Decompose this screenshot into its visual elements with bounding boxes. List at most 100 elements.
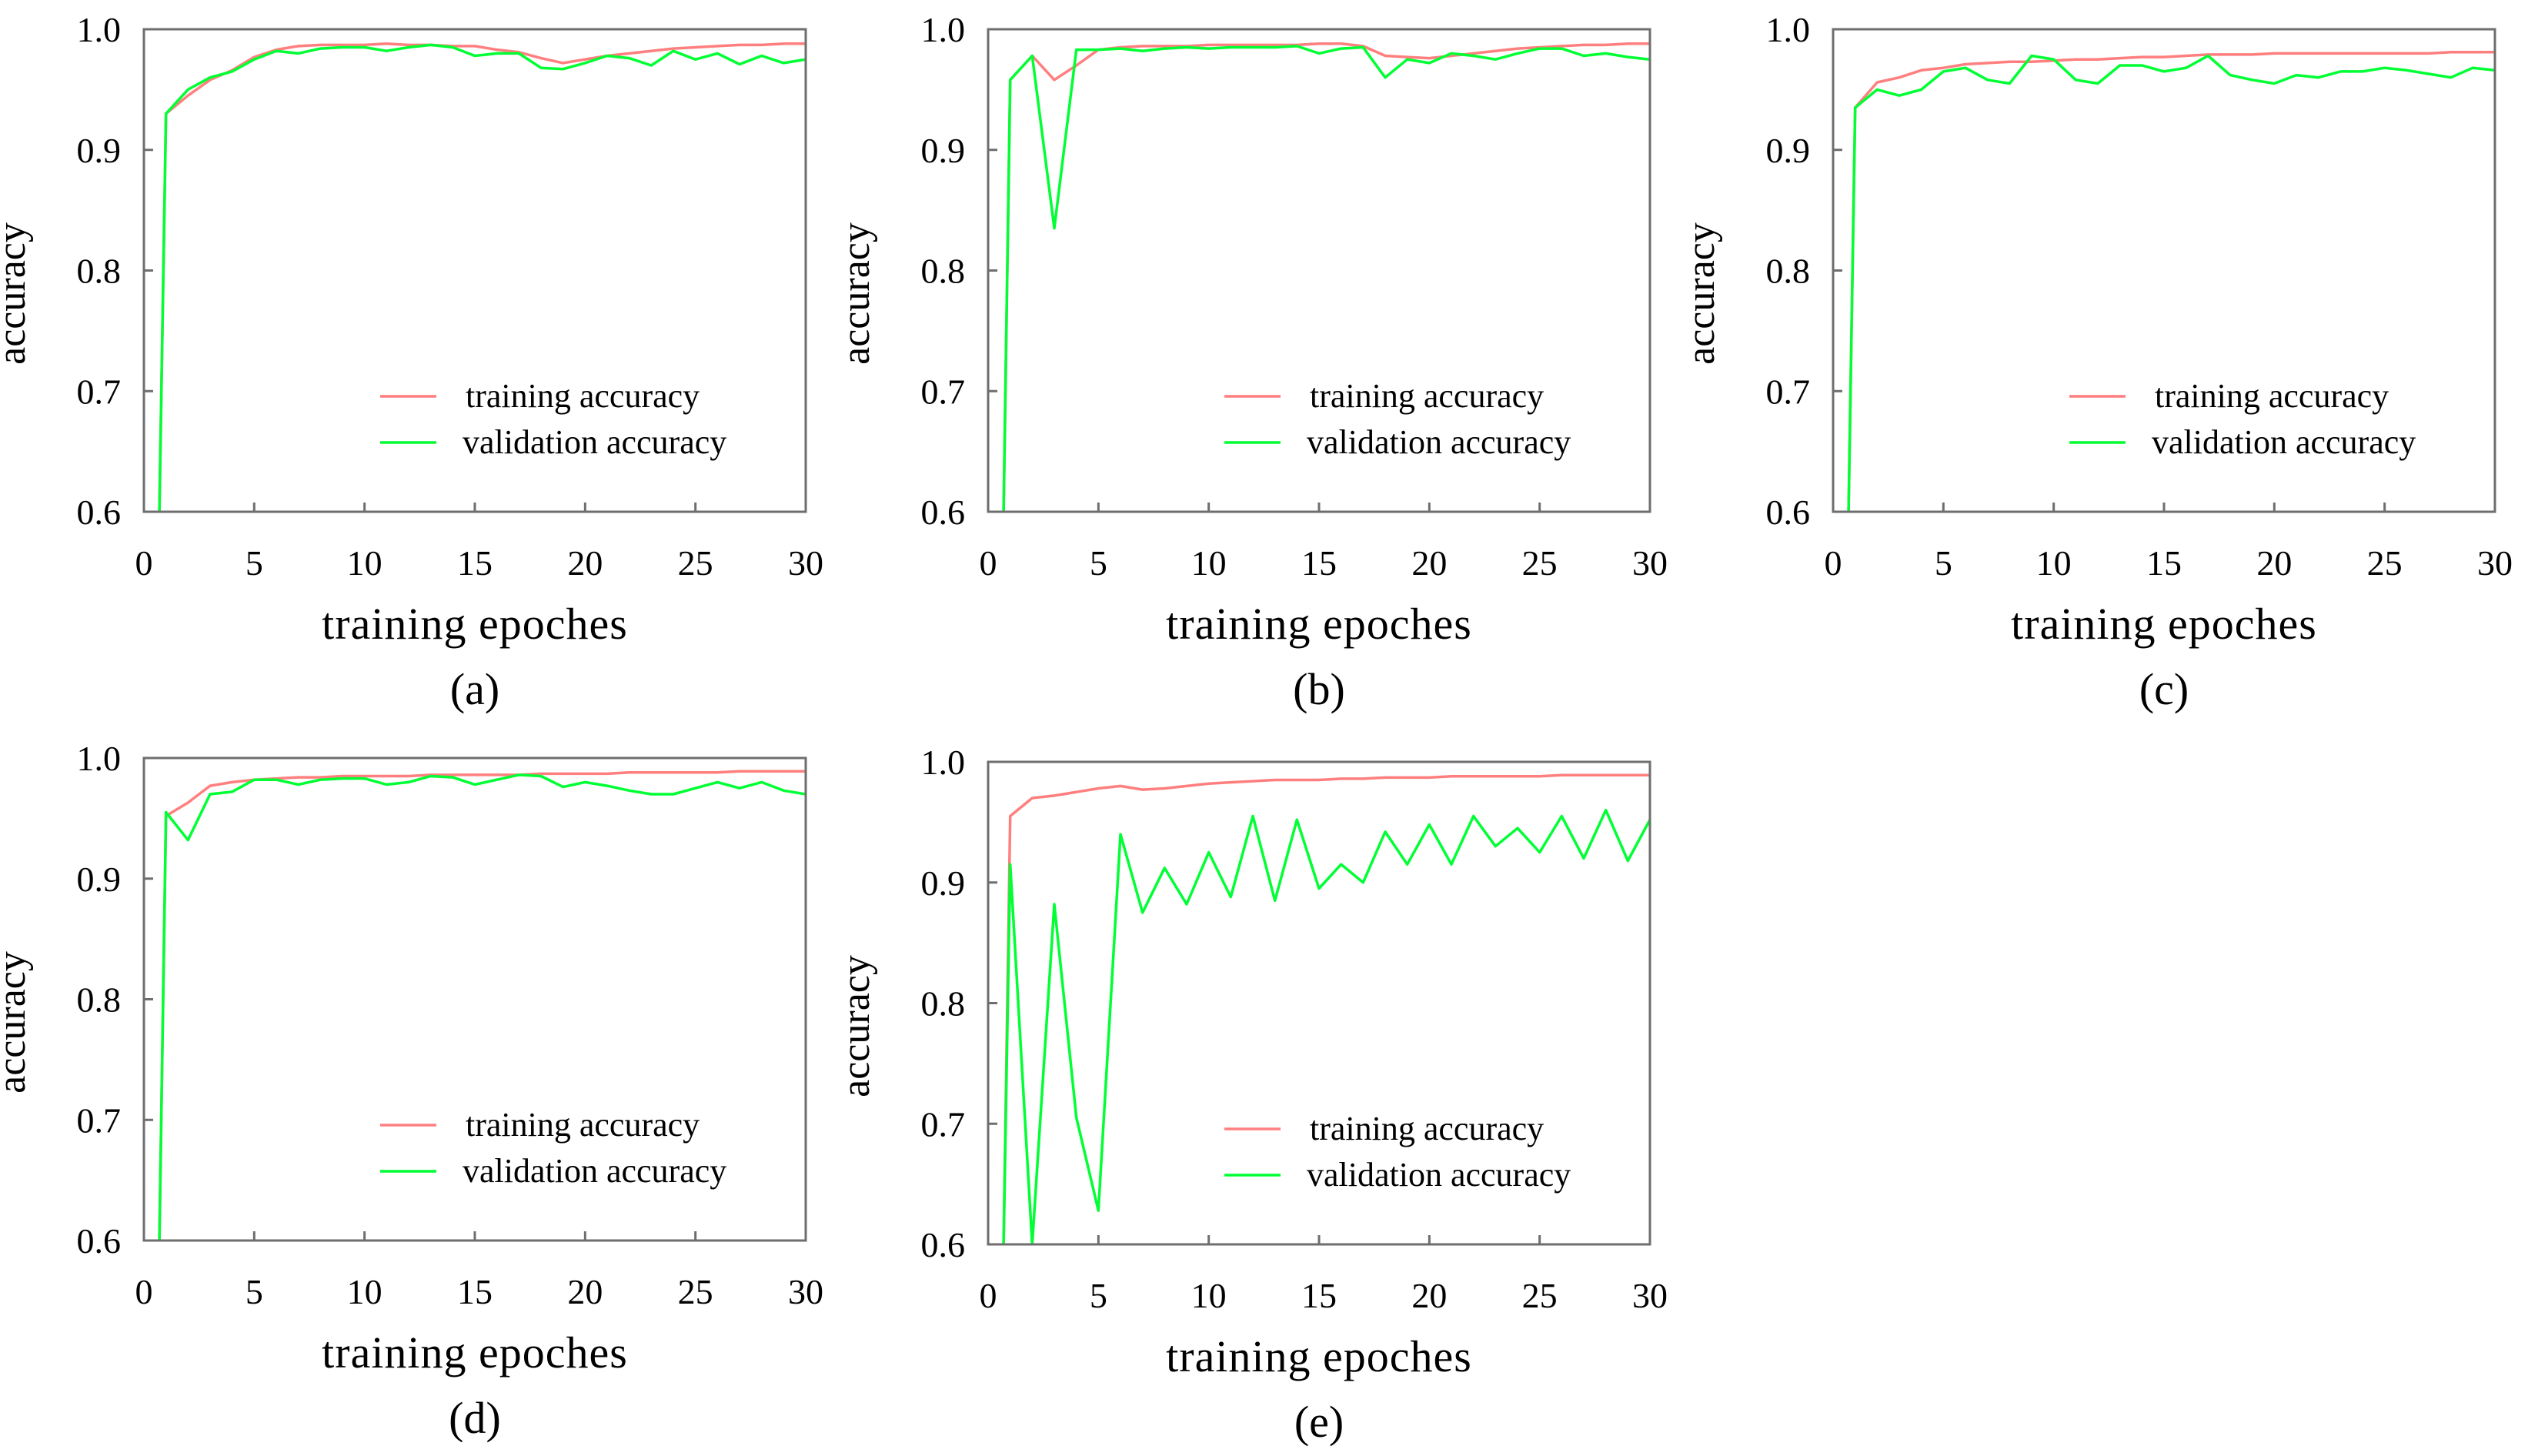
x-tick-label: 15: [2146, 543, 2182, 583]
series-line-validation: [1002, 45, 1650, 512]
x-tick-label: 10: [347, 1272, 382, 1311]
y-tick-label: 0.9: [1766, 131, 1811, 170]
y-tick-label: 1.0: [921, 743, 966, 782]
x-tick-label: 5: [245, 543, 263, 583]
panel-caption: (c): [2139, 664, 2189, 714]
legend: training accuracy validation accuracy: [380, 377, 726, 461]
legend: training accuracy validation accuracy: [380, 1106, 726, 1190]
chart-panel-2: 0 5 10 15 20 25 30 0.6 0.7 0.8 0.9 1.0 accuracy train…: [834, 10, 1668, 714]
x-tick-label: 25: [2367, 543, 2403, 583]
x-tick-label: 10: [347, 543, 382, 583]
y-tick-label: 0.7: [921, 1104, 966, 1144]
panel-caption: (e): [1294, 1397, 1344, 1447]
x-tick-label: 15: [457, 1272, 493, 1311]
legend: training accuracy validation accuracy: [2069, 377, 2416, 461]
legend-label-training: training accuracy: [1310, 1110, 1544, 1147]
x-tick-label: 20: [2256, 543, 2292, 583]
y-tick-label: 0.8: [921, 252, 966, 291]
series-line-training: [1847, 51, 2495, 512]
x-tick-label: 10: [1191, 543, 1227, 583]
y-tick-label: 0.9: [77, 131, 122, 170]
x-tick-label: 30: [1632, 1276, 1668, 1315]
x-axis-label: training epoches: [1166, 1331, 1472, 1381]
x-tick-label: 20: [567, 543, 603, 583]
y-tick-label: 1.0: [1766, 10, 1811, 49]
y-tick-label: 0.6: [77, 493, 122, 532]
series-line-validation: [158, 773, 806, 1241]
x-tick-label: 0: [980, 543, 997, 583]
legend-label-validation: validation accuracy: [2152, 423, 2416, 461]
y-tick-label: 0.6: [921, 1225, 966, 1264]
legend-label-validation: validation accuracy: [463, 1152, 726, 1190]
chart-panel-4: 0 5 10 15 20 25 30 0.6 0.7 0.8 0.9 1.0 accuracy train…: [0, 739, 823, 1443]
x-tick-label: 15: [1301, 543, 1337, 583]
legend-label-validation: validation accuracy: [1307, 423, 1571, 461]
y-tick-label: 0.7: [1766, 372, 1811, 411]
x-tick-label: 0: [980, 1276, 997, 1315]
legend: training accuracy validation accuracy: [1224, 1110, 1571, 1194]
y-axis-label: accuracy: [834, 222, 878, 365]
y-tick-label: 0.8: [77, 980, 122, 1020]
legend-label-training: training accuracy: [1310, 377, 1544, 415]
series-line-validation: [1847, 54, 2495, 512]
x-tick-label: 25: [1522, 543, 1558, 583]
chart-panel-1: 0 5 10 15 20 25 30 0.6 0.7 0.8 0.9 1.0 accuracy train…: [0, 10, 823, 714]
series-line-training: [1002, 773, 1650, 1244]
x-axis-label: training epoches: [1166, 599, 1472, 649]
x-axis-label: training epoches: [2011, 599, 2317, 649]
panel-caption: (a): [450, 664, 499, 714]
y-tick-label: 0.9: [921, 131, 966, 170]
y-tick-label: 0.7: [77, 372, 122, 411]
x-tick-label: 5: [1935, 543, 1952, 583]
x-tick-label: 5: [245, 1272, 263, 1311]
x-tick-label: 20: [567, 1272, 603, 1311]
x-tick-label: 15: [1301, 1276, 1337, 1315]
x-tick-label: 5: [1090, 1276, 1107, 1315]
y-axis-label: accuracy: [834, 955, 878, 1097]
y-tick-label: 1.0: [77, 10, 122, 49]
x-tick-label: 10: [1191, 1276, 1227, 1315]
panel-caption: (b): [1293, 664, 1345, 714]
x-tick-label: 20: [1411, 1276, 1447, 1315]
x-tick-label: 30: [788, 543, 823, 583]
y-axis-label: accuracy: [0, 951, 34, 1094]
y-tick-label: 0.6: [77, 1221, 122, 1261]
x-axis-label: training epoches: [322, 599, 628, 649]
legend-label-training: training accuracy: [466, 377, 700, 415]
x-tick-label: 30: [1632, 543, 1668, 583]
y-tick-label: 0.6: [921, 493, 966, 532]
x-tick-label: 25: [678, 543, 713, 583]
legend-label-validation: validation accuracy: [463, 423, 726, 461]
x-tick-label: 25: [678, 1272, 713, 1311]
y-tick-label: 1.0: [77, 739, 122, 778]
x-tick-label: 0: [1825, 543, 1842, 583]
y-tick-label: 0.7: [77, 1100, 122, 1140]
series-line-validation: [158, 43, 806, 512]
x-tick-label: 10: [2036, 543, 2072, 583]
x-tick-label: 25: [1522, 1276, 1558, 1315]
series-line-validation: [1002, 808, 1650, 1244]
y-tick-label: 1.0: [921, 10, 966, 49]
y-tick-label: 0.8: [921, 984, 966, 1024]
y-tick-label: 0.6: [1766, 493, 1811, 532]
x-tick-label: 30: [2477, 543, 2513, 583]
x-tick-label: 0: [135, 543, 153, 583]
legend-label-validation: validation accuracy: [1307, 1156, 1571, 1194]
x-tick-label: 0: [135, 1272, 153, 1311]
x-tick-label: 20: [1411, 543, 1447, 583]
x-axis-label: training epoches: [322, 1327, 628, 1378]
y-tick-label: 0.9: [77, 860, 122, 899]
legend-label-training: training accuracy: [2155, 377, 2389, 415]
y-tick-label: 0.8: [1766, 252, 1811, 291]
legend-label-training: training accuracy: [466, 1106, 700, 1144]
panel-caption: (d): [449, 1393, 501, 1443]
x-tick-label: 5: [1090, 543, 1107, 583]
y-axis-label: accuracy: [1679, 222, 1723, 365]
chart-panel-5: 0 5 10 15 20 25 30 0.6 0.7 0.8 0.9 1.0 accuracy train…: [834, 743, 1668, 1447]
legend: training accuracy validation accuracy: [1224, 377, 1571, 461]
y-tick-label: 0.9: [921, 863, 966, 903]
y-tick-label: 0.7: [921, 372, 966, 411]
x-tick-label: 15: [457, 543, 493, 583]
y-tick-label: 0.8: [77, 252, 122, 291]
